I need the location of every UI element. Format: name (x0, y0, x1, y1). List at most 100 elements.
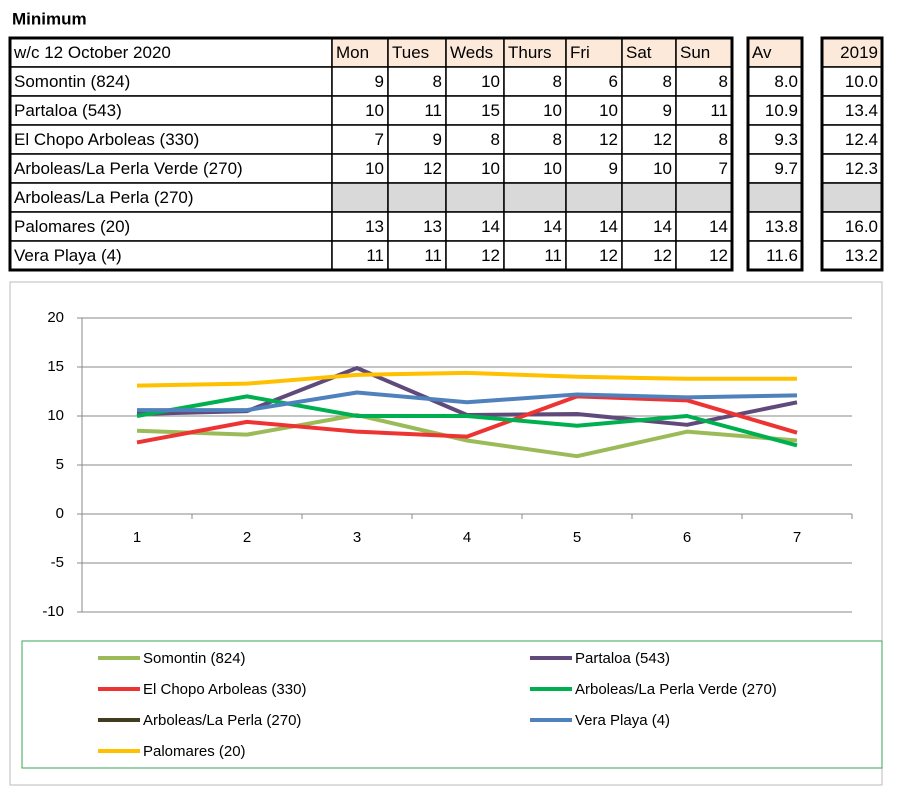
series-line (136, 413, 798, 459)
av-cell: 8.0 (774, 72, 798, 91)
table-cell (387, 153, 447, 184)
header-cell: Weds (450, 43, 493, 62)
table-cell (621, 182, 677, 213)
value-cell: 6 (609, 72, 618, 91)
table-cell (565, 211, 623, 242)
table-cell (503, 211, 567, 242)
header-cell: Tues (392, 43, 429, 62)
table-cell (331, 66, 389, 97)
value-cell: 8 (433, 72, 442, 91)
year-cell: 12.4 (845, 130, 878, 149)
table-cell (331, 182, 389, 213)
value-cell: 10 (365, 101, 384, 120)
table-cell (821, 240, 883, 271)
value-cell: 14 (543, 217, 562, 236)
legend-label: Somontin (824) (143, 650, 246, 667)
legend-label: El Chopo Arboleas (330) (143, 681, 306, 698)
y-tick-label: 10 (47, 407, 64, 424)
y-tick-label: 0 (56, 505, 64, 522)
legend-label: Arboleas/La Perla (270) (143, 712, 301, 729)
table-cell (675, 211, 733, 242)
value-cell: 14 (709, 217, 728, 236)
row-name: Partaloa (543) (14, 101, 122, 120)
header-cell: Sat (626, 43, 652, 62)
year-cell: 10.0 (845, 72, 878, 91)
row-name: Palomares (20) (14, 217, 130, 236)
value-cell: 9 (375, 72, 384, 91)
value-cell: 10 (481, 159, 500, 178)
value-cell: 13 (365, 217, 384, 236)
row-name: Arboleas/La Perla (270) (14, 188, 194, 207)
value-cell: 9 (663, 101, 672, 120)
table-cell (565, 240, 623, 271)
table-cell (621, 37, 677, 68)
table-cell (445, 153, 505, 184)
table-cell (621, 66, 677, 97)
table-cell (675, 153, 733, 184)
table-cell (675, 240, 733, 271)
series-line (136, 370, 797, 388)
table-border (820, 36, 884, 272)
series-line (137, 390, 798, 413)
value-cell: 12 (481, 246, 500, 265)
value-cell: 15 (481, 101, 500, 120)
y-tick-label: -10 (42, 603, 64, 620)
table-cell (821, 124, 883, 155)
x-tick-label: 1 (133, 529, 141, 546)
x-tick-label: 4 (463, 529, 471, 546)
value-cell: 9 (609, 159, 618, 178)
value-cell: 10 (599, 101, 618, 120)
table-cell (503, 124, 567, 155)
x-tick-label: 3 (353, 529, 361, 546)
av-cell: 11.6 (766, 246, 798, 265)
value-cell: 10 (653, 159, 672, 178)
value-cell: 12 (709, 246, 728, 265)
table-border (8, 36, 734, 272)
value-cell: 11 (424, 101, 442, 120)
value-cell: 7 (375, 130, 384, 149)
value-cell: 12 (653, 246, 672, 265)
value-cell: 13 (423, 217, 442, 236)
table-border (746, 36, 804, 272)
table-cell (445, 124, 505, 155)
value-cell: 11 (544, 246, 562, 265)
y-tick-label: 15 (47, 358, 64, 375)
value-cell: 12 (423, 159, 442, 178)
header-cell: w/c 12 October 2020 (13, 43, 171, 62)
table-title: Minimum (12, 9, 87, 28)
value-cell: 8 (719, 130, 728, 149)
value-cell: 8 (663, 72, 672, 91)
header-cell: Av (752, 43, 772, 62)
value-cell: 10 (543, 101, 562, 120)
value-cell: 12 (599, 130, 618, 149)
table-cell (387, 124, 447, 155)
value-cell: 12 (599, 246, 618, 265)
row-name: Arboleas/La Perla Verde (270) (14, 159, 243, 178)
av-cell: 13.8 (765, 217, 798, 236)
table-cell (503, 182, 567, 213)
value-cell: 8 (553, 130, 562, 149)
table-cell (9, 124, 333, 155)
x-tick-label: 6 (683, 529, 691, 546)
year-cell: 13.2 (845, 246, 878, 265)
value-cell: 14 (599, 217, 618, 236)
chart-frame (9, 281, 883, 786)
value-cell: 10 (365, 159, 384, 178)
table-cell (445, 182, 505, 213)
header-cell: Sun (680, 43, 710, 62)
header-cell: Mon (336, 43, 369, 62)
year-cell: 16.0 (845, 217, 878, 236)
series-line (136, 394, 798, 445)
table-cell (387, 37, 447, 68)
value-cell: 12 (653, 130, 672, 149)
table-cell (565, 37, 623, 68)
av-cell: 10.9 (765, 101, 798, 120)
series-line (136, 394, 798, 448)
x-tick-label: 2 (243, 529, 251, 546)
value-cell: 10 (481, 72, 500, 91)
av-cell: 9.3 (774, 130, 798, 149)
value-cell: 14 (653, 217, 672, 236)
value-cell: 9 (433, 130, 442, 149)
table-cell (9, 240, 333, 271)
